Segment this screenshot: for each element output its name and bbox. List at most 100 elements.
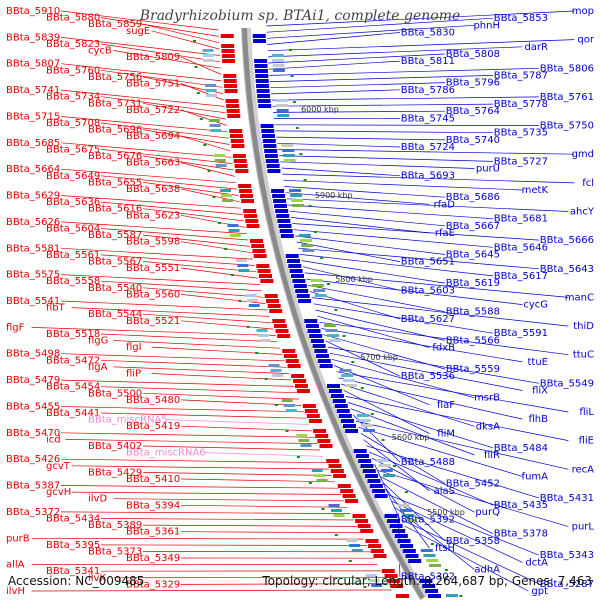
feature-block-right [283, 159, 296, 162]
feature-block-right [429, 564, 441, 567]
left-gene-label: cycB [88, 46, 112, 57]
reverse-gene-block [373, 554, 387, 558]
forward-gene-block [272, 194, 286, 198]
forward-gene-block [276, 214, 290, 218]
right-leader-line [380, 476, 494, 535]
feature-block-right [282, 149, 295, 152]
reverse-gene-block [260, 279, 274, 283]
reverse-gene-block [273, 324, 287, 328]
left-gene-label: gcvH [46, 487, 71, 498]
right-leader-line [317, 315, 430, 348]
forward-gene-block [291, 274, 304, 278]
right-leader-line [329, 352, 523, 391]
forward-gene-block [419, 579, 433, 583]
ring-tick-left [218, 222, 221, 224]
right-leader-line [302, 266, 400, 291]
right-gene-label: BBta_5681 [494, 214, 548, 225]
right-leader-line [355, 420, 569, 470]
forward-gene-block [254, 69, 268, 73]
left-leader-line [143, 129, 230, 145]
feature-block-right [420, 549, 433, 552]
ring-tick-right [392, 465, 396, 467]
left-leader-line [61, 116, 228, 133]
right-gene-label: BBta_5566 [446, 335, 500, 346]
ring-tick-left [212, 196, 216, 198]
left-gene-label: BBta_5540 [88, 283, 142, 294]
right-leader-line [283, 179, 523, 191]
right-gene-label: BBta_5686 [446, 192, 500, 203]
reverse-gene-block [285, 359, 299, 363]
forward-gene-block [255, 74, 269, 78]
left-leader-line [101, 149, 233, 164]
right-gene-label: msrB [474, 393, 500, 404]
right-gene-label: BBta_5627 [401, 314, 455, 325]
forward-gene-block [369, 484, 383, 488]
left-gene-label: BBta_5402 [88, 441, 142, 452]
left-leader-line [181, 478, 335, 483]
right-leader-line [282, 173, 575, 184]
left-gene-label: BBta_5664 [6, 164, 60, 175]
ring-tick-left [199, 118, 203, 120]
reverse-gene-block [387, 579, 401, 583]
feature-block-right [358, 419, 371, 422]
ring-tick-left [255, 352, 259, 354]
forward-gene-block [317, 359, 331, 363]
ring-tick-right [381, 439, 385, 441]
scale-label: 5900 kbp [315, 191, 353, 200]
ring-tick-right [314, 231, 317, 233]
right-gene-label: ttuC [573, 350, 594, 361]
right-leader-line [267, 46, 523, 58]
forward-gene-block [279, 229, 293, 233]
reverse-gene-block [396, 594, 409, 598]
left-gene-label: BBta_5636 [46, 197, 100, 208]
forward-gene-block [257, 94, 271, 98]
left-gene-label: ilvD [88, 494, 107, 505]
left-leader-line [101, 228, 249, 241]
left-gene-label: BBta_5329 [126, 579, 180, 590]
feature-block-right [271, 54, 284, 57]
ring-tick-left [264, 378, 268, 380]
left-gene-label: BBta_5638 [126, 184, 180, 195]
reverse-gene-block [370, 549, 384, 553]
feature-block-right [276, 104, 289, 107]
reverse-gene-block [240, 194, 254, 198]
right-leader-line [267, 39, 575, 52]
right-leader-line [270, 82, 445, 89]
feature-block-right [313, 289, 326, 292]
left-leader-line [101, 17, 219, 37]
feature-block-left [300, 444, 312, 447]
reverse-gene-block [284, 354, 297, 358]
feature-block-left [238, 269, 250, 272]
feature-block-left [256, 329, 268, 332]
scale-label: 5800 kbp [335, 275, 373, 284]
right-leader-line [389, 494, 540, 556]
feature-block-left [371, 584, 383, 587]
left-gene-label: BBta_5910 [6, 6, 60, 17]
topology-text: Topology: circular; Length: 8,264,687 bp… [262, 574, 592, 588]
left-gene-label: flbT [46, 303, 66, 314]
feature-block-left [283, 404, 295, 407]
forward-gene-block [280, 234, 294, 238]
forward-gene-block [307, 329, 321, 333]
forward-gene-block [384, 514, 398, 518]
feature-block-right [363, 429, 376, 432]
right-gene-label: gmd [572, 149, 594, 160]
right-gene-label: BBta_5619 [446, 278, 500, 289]
right-leader-line [323, 334, 445, 370]
feature-block-right [281, 144, 294, 147]
feature-block-left [331, 509, 342, 512]
right-gene-label: BBta_5617 [494, 271, 548, 282]
left-gene-label: BBta_5731 [88, 98, 142, 109]
right-gene-label: BBta_5724 [401, 142, 455, 153]
reverse-gene-block [244, 214, 258, 218]
feature-block-right [275, 99, 288, 102]
feature-block-right [376, 459, 389, 462]
feature-block-left [229, 234, 241, 237]
ring-tick-left [196, 92, 200, 94]
left-gene-label: BBta_5472 [46, 355, 100, 366]
forward-gene-block [252, 34, 266, 38]
forward-gene-block [263, 144, 277, 148]
right-gene-label: BBta_5787 [494, 70, 548, 81]
right-leader-line [273, 110, 445, 113]
forward-gene-block [275, 209, 289, 213]
